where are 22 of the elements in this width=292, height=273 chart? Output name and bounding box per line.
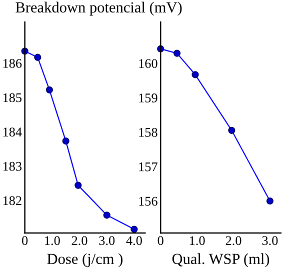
x-tick-label: 4.0 xyxy=(126,236,142,246)
y-tick-label: 160 xyxy=(139,59,158,68)
y-tick-label: 185 xyxy=(3,93,22,102)
x-tick-label: 2.0 xyxy=(226,236,242,246)
x-tick-label: 3.0 xyxy=(262,236,278,246)
y-tick-label: 186 xyxy=(3,58,22,68)
x-tick-label: 1.0 xyxy=(190,236,205,246)
y-tick-label: 157 xyxy=(139,162,158,172)
y-axis-title: Breakdown potencial (mV) xyxy=(16,2,182,16)
x-tick-label: 1.0 xyxy=(45,236,60,246)
y-tick-label: 156 xyxy=(139,196,158,206)
x-tick-label: 0 xyxy=(22,236,28,246)
y-tick-label: 184 xyxy=(3,128,22,136)
y-tick-label: 182 xyxy=(3,196,22,206)
y-tick-label: 183 xyxy=(3,162,22,171)
x-tick-label: 3.0 xyxy=(99,236,115,246)
x-axis-title: Dose (j/cm ) xyxy=(47,253,122,268)
y-tick-label: 158 xyxy=(139,128,158,137)
x-axis-title: Qual. WSP (ml) xyxy=(172,253,270,268)
x-tick-label: 2.0 xyxy=(72,236,88,246)
x-tick-label: 0 xyxy=(158,236,164,246)
y-tick-label: 159 xyxy=(139,94,158,102)
